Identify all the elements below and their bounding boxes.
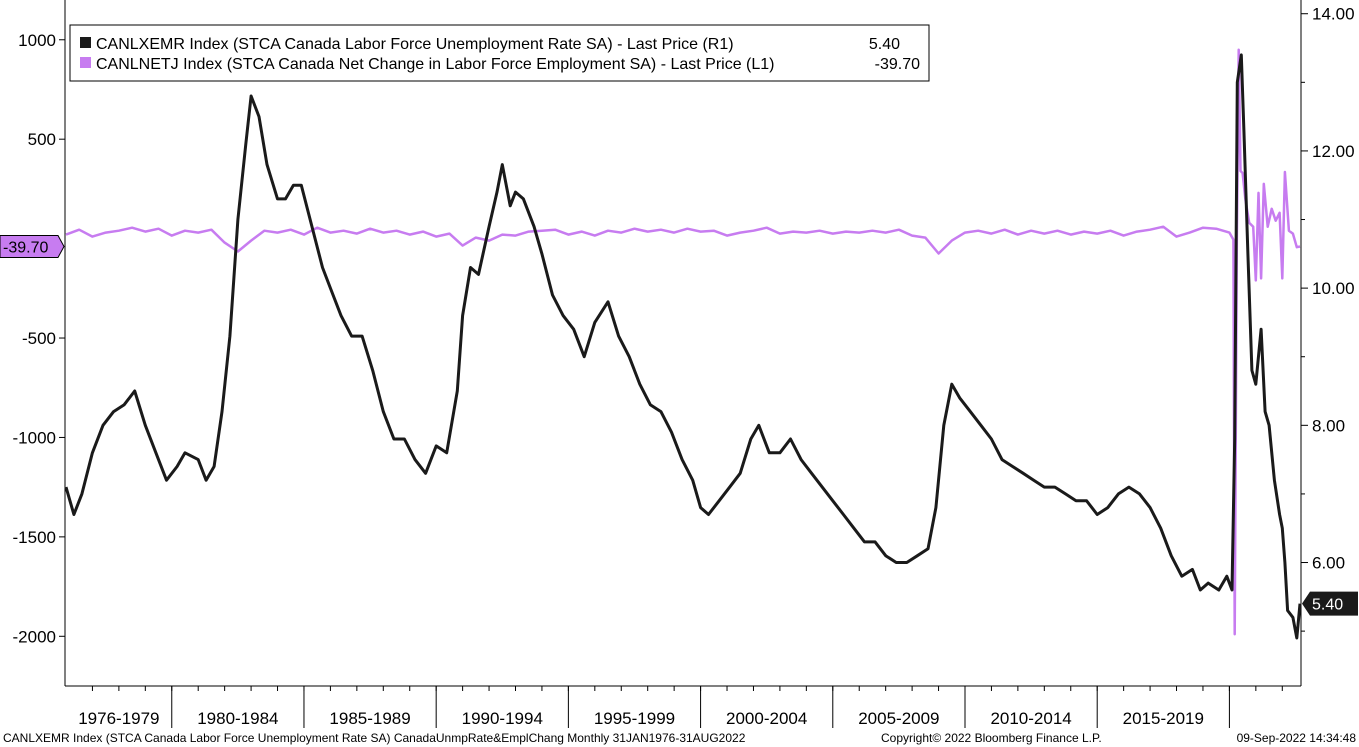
x-tick-label: 1980-1984 [197,709,278,728]
series-line-unemployment-rate [64,53,1302,640]
x-tick-label: 1985-1989 [329,709,410,728]
x-tick-label: 1995-1999 [594,709,675,728]
left-last-value-badge: -39.70 [0,235,65,259]
x-tick-label: 2000-2004 [726,709,807,728]
legend-value-employment-change: -39.70 [875,56,920,73]
left-tick-label: 1000 [18,31,56,50]
right-tick-label: 12.00 [1312,142,1355,161]
left-tick-label: -2000 [13,627,56,646]
left-axis: 1000 500 -500 -1000 -1500 -2000 [13,31,65,646]
left-tick-label: -1000 [13,428,56,447]
legend-label-employment-change: CANLNETJ Index (STCA Canada Net Change i… [96,56,775,73]
x-tick-label: 2015-2019 [1123,709,1204,728]
left-tick-label: 500 [28,130,56,149]
legend-label-unemployment: CANLXEMR Index (STCA Canada Labor Force … [96,36,734,53]
right-axis: 14.00 12.00 10.00 8.00 6.00 [1301,5,1355,632]
x-tick-label: 2005-2009 [858,709,939,728]
legend-value-unemployment: 5.40 [869,36,900,53]
legend-swatch-employment-change [80,57,91,68]
legend-swatch-unemployment [80,37,91,48]
footer-timestamp: 09-Sep-2022 14:34:48 [1237,731,1357,745]
right-last-value-badge: 5.40 [1302,591,1358,616]
x-tick-label: 2010-2014 [990,709,1071,728]
left-tick-label: -500 [22,329,56,348]
left-tick-label: -1500 [13,528,56,547]
legend: CANLXEMR Index (STCA Canada Labor Force … [69,24,930,82]
x-axis: 1976-1979 1980-1984 1985-1989 1990-1994 1995… [78,686,1283,728]
x-tick-label: 1990-1994 [462,709,543,728]
right-tick-label: 10.00 [1312,279,1355,298]
right-badge-label: 5.40 [1312,597,1343,614]
left-badge-label: -39.70 [3,240,48,257]
series-layer [64,48,1302,640]
footer-copyright: Copyright© 2022 Bloomberg Finance L.P. [881,731,1102,745]
right-tick-label: 8.00 [1312,416,1345,435]
plot-frame [64,0,1302,687]
footer-source: CANLXEMR Index (STCA Canada Labor Force … [3,731,746,745]
series-line-employment-change [65,48,1301,636]
right-tick-label: 6.00 [1312,554,1345,573]
x-tick-label: 1976-1979 [78,709,159,728]
right-tick-label: 14.00 [1312,5,1355,24]
